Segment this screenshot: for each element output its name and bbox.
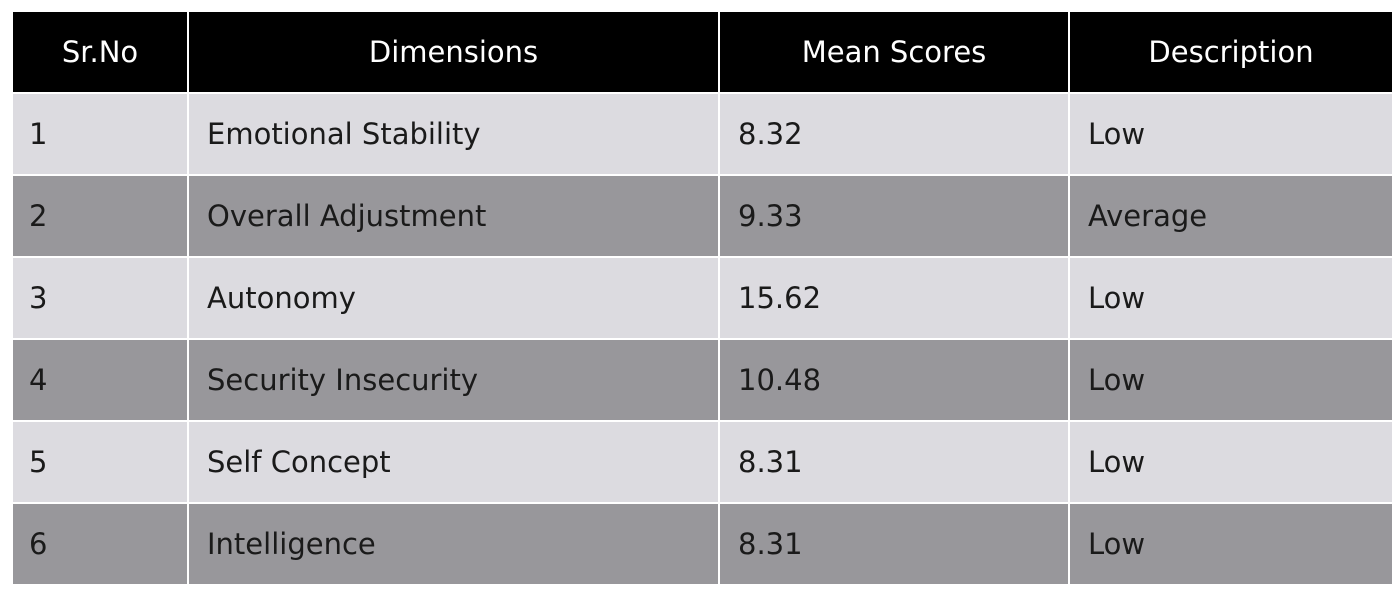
cell-mean-score: 10.48 xyxy=(718,338,1069,421)
cell-description: Low xyxy=(1068,338,1392,421)
header-row: Sr.No Dimensions Mean Scores Description xyxy=(13,12,1392,93)
table-row: 1 Emotional Stability 8.32 Low xyxy=(13,92,1392,175)
cell-dimension: Intelligence xyxy=(187,502,719,584)
cell-sr-no: 6 xyxy=(13,502,188,584)
cell-dimension: Security Insecurity xyxy=(187,338,719,421)
cell-dimension: Self Concept xyxy=(187,420,719,503)
scores-table: Sr.No Dimensions Mean Scores Description… xyxy=(13,12,1392,584)
cell-dimension: Overall Adjustment xyxy=(187,174,719,257)
cell-mean-score: 8.31 xyxy=(718,502,1069,584)
cell-dimension: Emotional Stability xyxy=(187,92,719,175)
cell-dimension: Autonomy xyxy=(187,256,719,339)
table-header: Sr.No Dimensions Mean Scores Description xyxy=(13,12,1392,93)
cell-description: Average xyxy=(1068,174,1392,257)
table-row: 2 Overall Adjustment 9.33 Average xyxy=(13,174,1392,257)
table-row: 4 Security Insecurity 10.48 Low xyxy=(13,338,1392,421)
table-row: 5 Self Concept 8.31 Low xyxy=(13,420,1392,503)
header-description: Description xyxy=(1068,12,1392,93)
cell-description: Low xyxy=(1068,502,1392,584)
cell-mean-score: 8.32 xyxy=(718,92,1069,175)
cell-sr-no: 1 xyxy=(13,92,188,175)
cell-mean-score: 8.31 xyxy=(718,420,1069,503)
cell-description: Low xyxy=(1068,420,1392,503)
cell-mean-score: 15.62 xyxy=(718,256,1069,339)
cell-description: Low xyxy=(1068,256,1392,339)
cell-sr-no: 3 xyxy=(13,256,188,339)
table-body: 1 Emotional Stability 8.32 Low 2 Overall… xyxy=(13,92,1392,584)
cell-sr-no: 2 xyxy=(13,174,188,257)
cell-sr-no: 4 xyxy=(13,338,188,421)
header-sr-no: Sr.No xyxy=(13,12,188,93)
table-row: 6 Intelligence 8.31 Low xyxy=(13,502,1392,584)
scores-table-container: Sr.No Dimensions Mean Scores Description… xyxy=(13,12,1392,584)
table-row: 3 Autonomy 15.62 Low xyxy=(13,256,1392,339)
cell-sr-no: 5 xyxy=(13,420,188,503)
header-dimensions: Dimensions xyxy=(187,12,719,93)
cell-description: Low xyxy=(1068,92,1392,175)
header-mean-scores: Mean Scores xyxy=(718,12,1069,93)
cell-mean-score: 9.33 xyxy=(718,174,1069,257)
